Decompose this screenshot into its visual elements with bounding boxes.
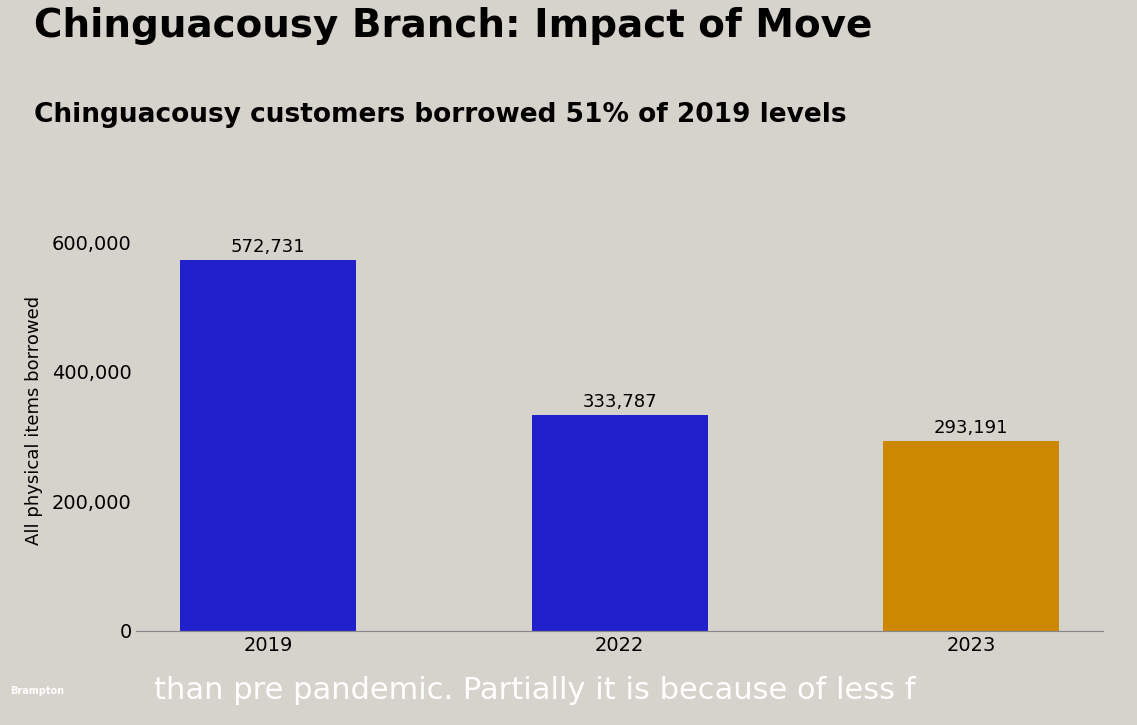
- Bar: [883, 441, 1059, 631]
- Text: 572,731: 572,731: [231, 239, 306, 257]
- Text: Brampton: Brampton: [10, 686, 64, 695]
- Bar: [532, 415, 707, 631]
- Text: 293,191: 293,191: [933, 419, 1009, 437]
- Y-axis label: All physical items borrowed: All physical items borrowed: [25, 296, 43, 545]
- Text: 333,787: 333,787: [582, 393, 657, 411]
- Text: Chinguacousy Branch: Impact of Move: Chinguacousy Branch: Impact of Move: [34, 7, 872, 45]
- Text: than pre pandemic. Partially it is because of less f: than pre pandemic. Partially it is becau…: [153, 676, 915, 705]
- Bar: [181, 260, 356, 631]
- Text: Chinguacousy customers borrowed 51% of 2019 levels: Chinguacousy customers borrowed 51% of 2…: [34, 102, 847, 128]
